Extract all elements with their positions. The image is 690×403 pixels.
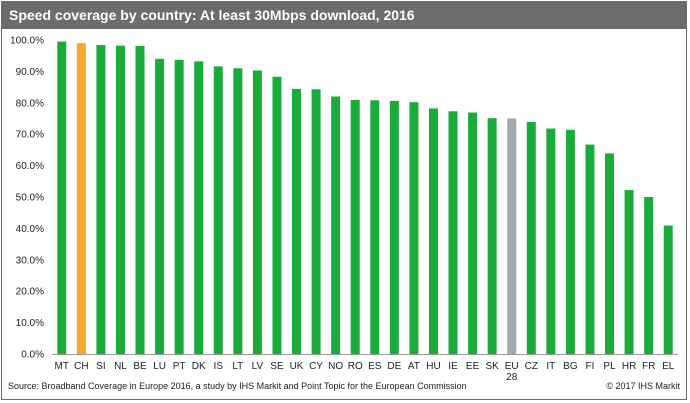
x-tick-label: IE [448,361,458,372]
x-tick-label: NO [328,361,343,372]
x-tick-label: AT [408,361,420,372]
x-tick-label: DE [387,361,401,372]
y-tick-label: 0.0% [21,350,44,361]
y-tick-label: 80.0% [16,98,44,109]
x-tick-label: SI [96,361,105,372]
bar-si [96,45,106,355]
x-tick-label: IS [214,361,224,372]
x-tick-label: IT [546,361,555,372]
x-tick-label: BE [133,361,147,372]
x-tick-label: RO [348,361,363,372]
bar-se [272,76,282,355]
x-tick-label: CY [309,361,323,372]
x-tick-label: FR [642,361,655,372]
bar-lt [233,68,243,354]
x-axis: MT CH SI NL BE LU PT DK IS LT LV SE UK CY NO RO ES DE AT HU… [55,361,675,383]
x-tick-label: EU [505,361,519,372]
x-tick-label: CH [74,361,88,372]
x-tick-label: LV [252,361,264,372]
bar-no [331,96,341,355]
y-tick-label: 60.0% [16,161,44,172]
bar-cz [526,121,536,354]
y-tick-label: 100.0% [10,36,44,47]
bar-bg [565,129,575,354]
bar-es [370,100,380,354]
bar-hu [428,108,438,354]
bar-cy [311,89,321,355]
bar-dk [194,61,204,354]
bar-lu [155,58,165,355]
bar-lv [252,70,262,355]
bar-pl [605,153,615,354]
bar-series [57,41,673,355]
x-tick-label: PT [173,361,186,372]
bar-sk [487,118,497,354]
bar-mt [57,41,67,354]
bar-be [135,45,145,354]
y-tick-label: 90.0% [16,67,44,78]
y-tick-label: 30.0% [16,255,44,266]
bar-fr [644,197,654,354]
x-tick-label: LU [153,361,166,372]
x-tick-label: DK [192,361,206,372]
bar-de [389,100,399,354]
x-tick-label: BG [563,361,578,372]
bar-eu28 [507,118,517,354]
bar-ie [448,111,458,354]
bar-it [546,128,556,354]
bar-nl [115,45,125,355]
bar-el [663,225,673,354]
x-tick-label: SK [485,361,499,372]
x-tick-sublabel: 28 [506,372,518,383]
bar-hr [624,190,634,354]
x-tick-label: MT [55,361,69,372]
x-tick-label: PL [603,361,616,372]
chart-title: Speed coverage by country: At least 30Mb… [2,2,686,29]
y-tick-label: 50.0% [16,193,44,204]
y-tick-label: 10.0% [16,318,44,329]
bar-pt [174,59,184,354]
bar-is [213,66,223,354]
x-tick-label: HU [426,361,440,372]
x-tick-label: NL [114,361,127,372]
x-tick-label: EL [662,361,675,372]
x-tick-label: LT [232,361,243,372]
y-tick-label: 70.0% [16,130,44,141]
x-tick-label: CZ [525,361,538,372]
y-axis: 0.0% 10.0% 20.0% 30.0% 40.0% 50.0% 60.0% 70.0% 8… [10,36,44,361]
bar-ro [350,99,360,354]
bar-fi [585,144,595,354]
x-tick-label: SE [270,361,284,372]
copyright-note: © 2017 IHS Markit [606,381,680,391]
x-tick-label: ES [368,361,382,372]
x-tick-label: EE [466,361,480,372]
y-tick-label: 20.0% [16,287,44,298]
x-tick-label: HR [622,361,636,372]
bar-uk [292,88,302,354]
bar-at [409,102,419,354]
bar-ch [76,43,86,354]
bar-ee [468,112,478,354]
x-tick-label: FI [586,361,595,372]
y-tick-label: 40.0% [16,224,44,235]
source-note: Source: Broadband Coverage in Europe 201… [8,381,467,391]
x-tick-label: UK [290,361,304,372]
